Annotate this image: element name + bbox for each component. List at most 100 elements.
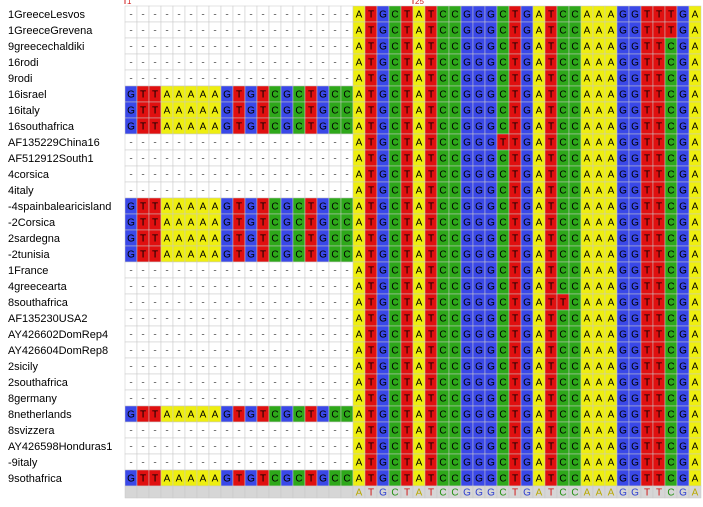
base: - bbox=[177, 266, 180, 277]
base: T bbox=[512, 250, 518, 261]
base: - bbox=[285, 42, 288, 53]
base: C bbox=[343, 202, 350, 213]
base: C bbox=[559, 154, 566, 165]
base: G bbox=[523, 282, 531, 293]
base: - bbox=[237, 58, 240, 69]
base: - bbox=[213, 282, 216, 293]
consensus-base: G bbox=[619, 488, 627, 499]
base: G bbox=[487, 10, 495, 21]
base: T bbox=[548, 218, 554, 229]
base: G bbox=[475, 314, 483, 325]
base: - bbox=[225, 186, 228, 197]
base: G bbox=[475, 442, 483, 453]
sequence-name: 9greecechaldiki bbox=[8, 41, 84, 53]
base: A bbox=[584, 42, 591, 53]
base: G bbox=[463, 410, 471, 421]
base: - bbox=[213, 186, 216, 197]
base: - bbox=[309, 58, 312, 69]
base: A bbox=[164, 202, 171, 213]
base: - bbox=[129, 426, 132, 437]
base: G bbox=[487, 186, 495, 197]
base: - bbox=[261, 394, 264, 405]
base: - bbox=[345, 298, 348, 309]
base: - bbox=[213, 58, 216, 69]
base: T bbox=[512, 42, 518, 53]
base: A bbox=[356, 314, 363, 325]
base: T bbox=[656, 314, 662, 325]
base: T bbox=[404, 234, 410, 245]
base: G bbox=[379, 170, 387, 181]
base: C bbox=[451, 42, 458, 53]
base: T bbox=[428, 410, 434, 421]
base: C bbox=[499, 330, 506, 341]
base: A bbox=[416, 410, 423, 421]
base: - bbox=[345, 74, 348, 85]
base: T bbox=[236, 90, 242, 101]
base: A bbox=[164, 90, 171, 101]
base: C bbox=[391, 186, 398, 197]
base: T bbox=[428, 346, 434, 357]
base: T bbox=[644, 474, 650, 485]
base: C bbox=[571, 458, 578, 469]
consensus-base: G bbox=[631, 488, 639, 499]
base: C bbox=[571, 426, 578, 437]
base: A bbox=[596, 74, 603, 85]
base: C bbox=[295, 202, 302, 213]
base: C bbox=[343, 474, 350, 485]
consensus-base: T bbox=[404, 488, 410, 499]
base: C bbox=[343, 410, 350, 421]
base: - bbox=[177, 378, 180, 389]
base: - bbox=[273, 74, 276, 85]
base: T bbox=[428, 266, 434, 277]
base: G bbox=[679, 458, 687, 469]
base: G bbox=[631, 362, 639, 373]
base: A bbox=[536, 426, 543, 437]
base: T bbox=[656, 250, 662, 261]
sequence-name: AY426604DomRep8 bbox=[8, 345, 108, 357]
base: G bbox=[679, 74, 687, 85]
base: A bbox=[176, 410, 183, 421]
base: A bbox=[536, 250, 543, 261]
base: T bbox=[428, 122, 434, 133]
base: G bbox=[463, 394, 471, 405]
base: C bbox=[439, 234, 446, 245]
base: G bbox=[679, 106, 687, 117]
base: G bbox=[319, 474, 327, 485]
base: - bbox=[309, 330, 312, 341]
base: - bbox=[345, 170, 348, 181]
base: A bbox=[692, 442, 699, 453]
base: - bbox=[189, 362, 192, 373]
base: G bbox=[379, 458, 387, 469]
base: T bbox=[644, 122, 650, 133]
base: A bbox=[536, 378, 543, 389]
consensus-cell bbox=[148, 485, 162, 499]
base: G bbox=[127, 106, 135, 117]
base: A bbox=[536, 154, 543, 165]
base: T bbox=[548, 122, 554, 133]
base: - bbox=[189, 154, 192, 165]
base: - bbox=[225, 346, 228, 357]
base: G bbox=[463, 202, 471, 213]
base: T bbox=[368, 314, 374, 325]
base: - bbox=[249, 442, 252, 453]
base: - bbox=[321, 394, 324, 405]
base: - bbox=[201, 330, 204, 341]
base: T bbox=[404, 42, 410, 53]
base: G bbox=[379, 474, 387, 485]
base: A bbox=[200, 218, 207, 229]
base: C bbox=[391, 410, 398, 421]
base: T bbox=[308, 106, 314, 117]
base: - bbox=[309, 378, 312, 389]
consensus-base: A bbox=[596, 488, 603, 499]
base: A bbox=[416, 234, 423, 245]
base: - bbox=[213, 42, 216, 53]
base: C bbox=[571, 170, 578, 181]
base: G bbox=[487, 426, 495, 437]
base: - bbox=[129, 458, 132, 469]
base: - bbox=[165, 378, 168, 389]
base: G bbox=[679, 298, 687, 309]
base: - bbox=[345, 362, 348, 373]
base: - bbox=[153, 442, 156, 453]
base: - bbox=[153, 298, 156, 309]
base: G bbox=[679, 378, 687, 389]
